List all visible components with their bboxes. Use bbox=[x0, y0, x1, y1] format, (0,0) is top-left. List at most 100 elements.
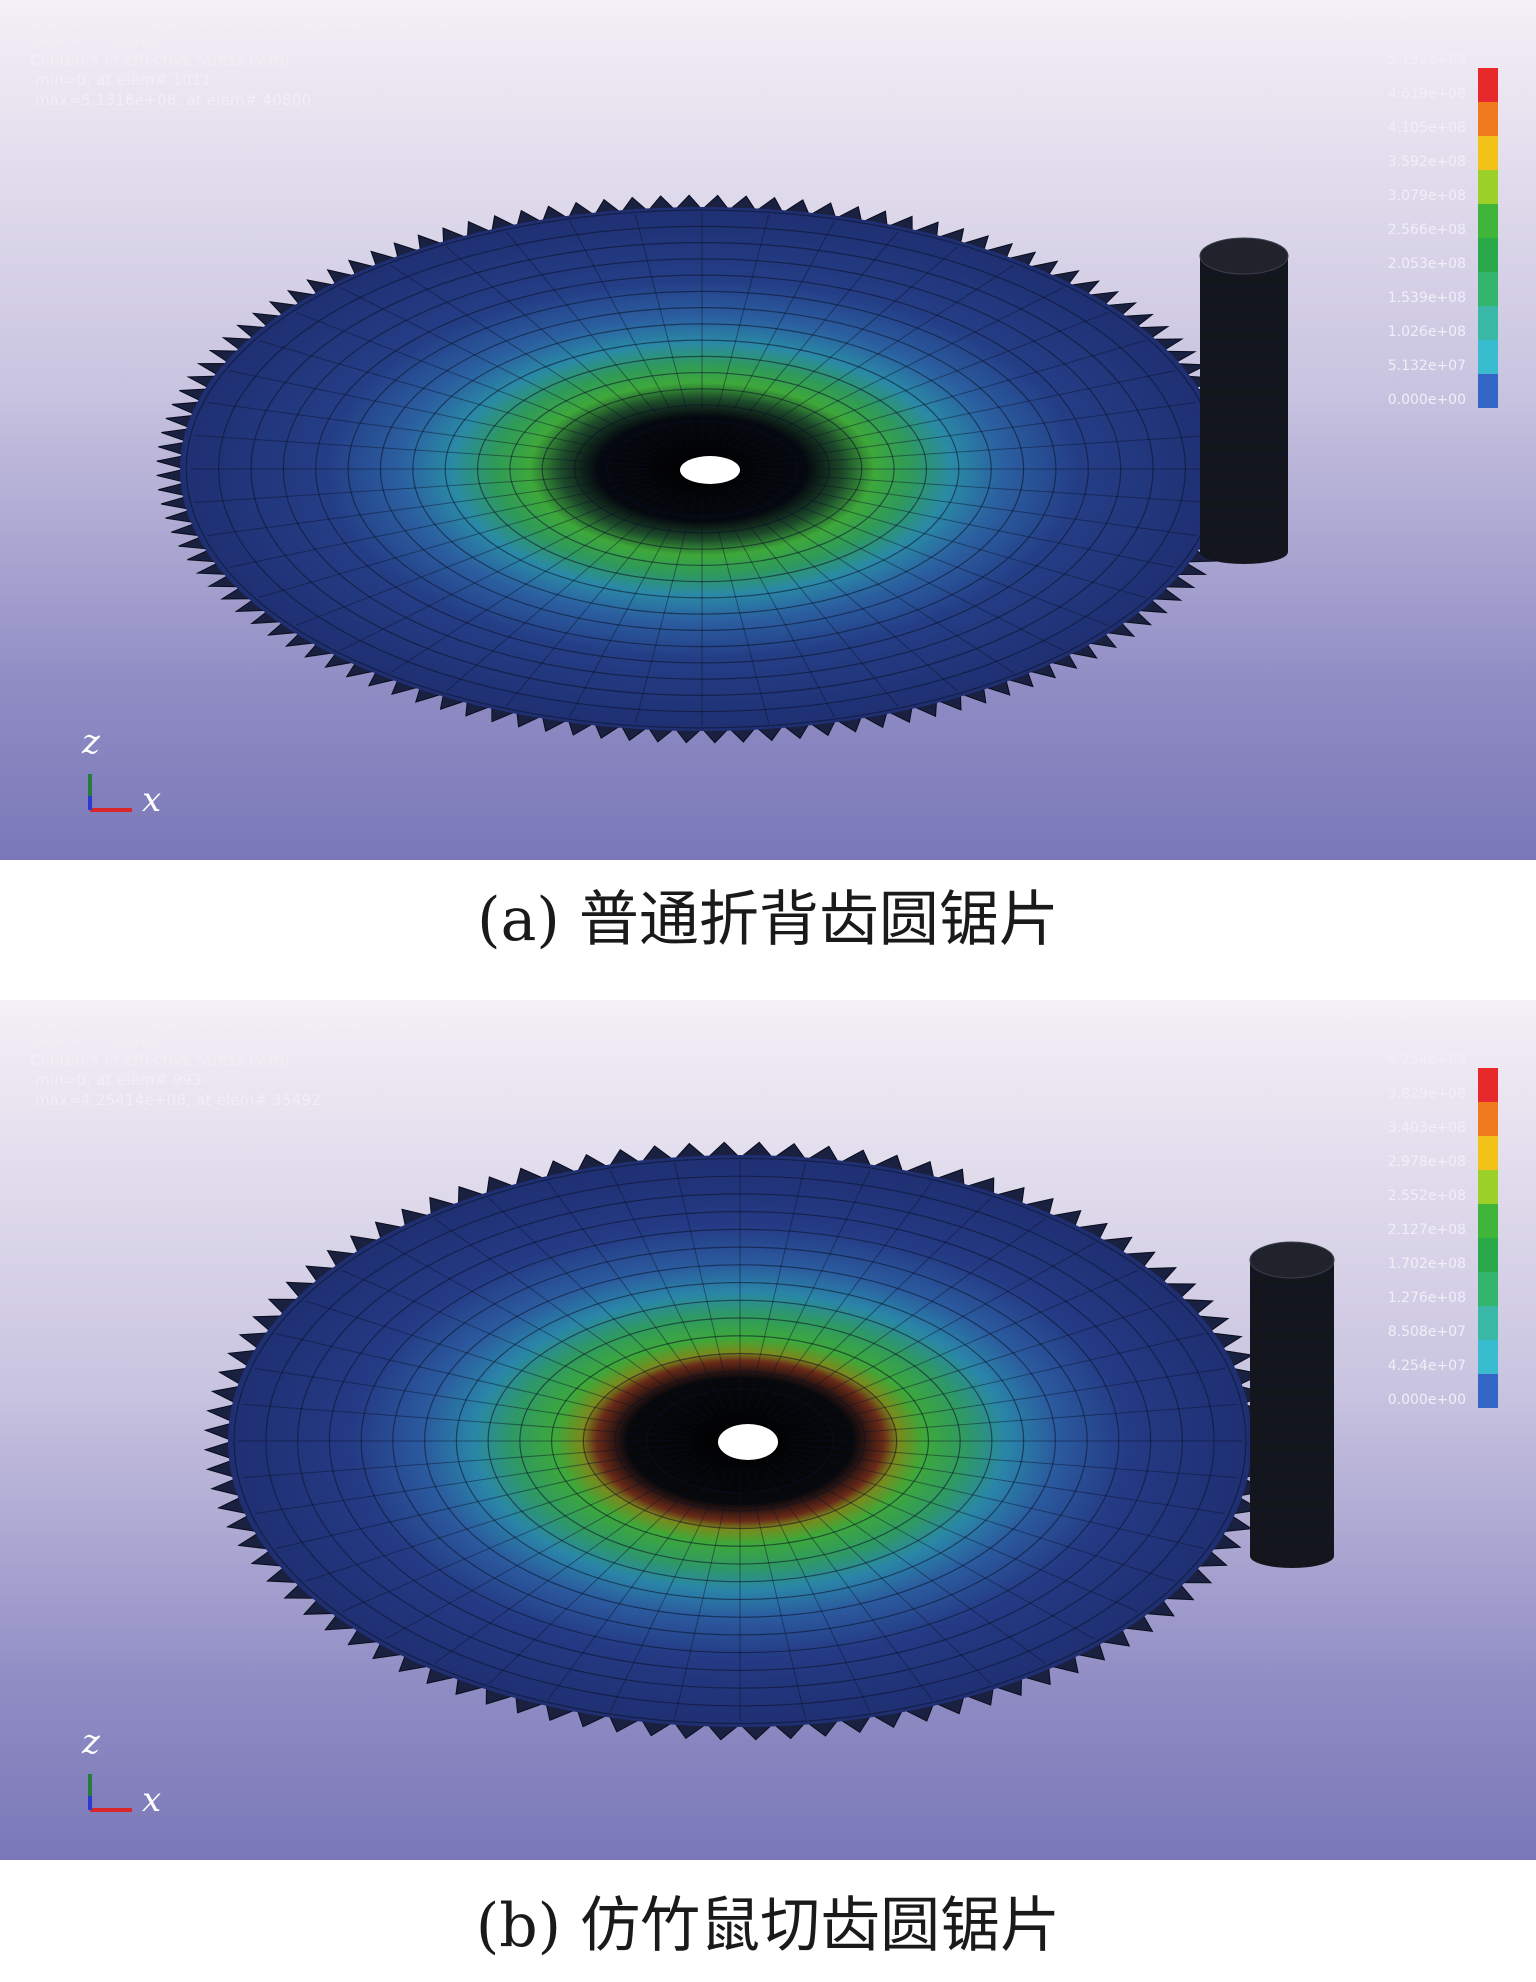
mesh-radial bbox=[752, 1468, 871, 1712]
mesh-radial bbox=[242, 1403, 690, 1438]
legend-swatch bbox=[1478, 1102, 1498, 1136]
mesh-radial bbox=[305, 1454, 696, 1582]
legend-label: 2.566e+08 bbox=[1387, 222, 1466, 238]
mesh-radial bbox=[752, 475, 1197, 536]
mesh-ring bbox=[379, 307, 1025, 631]
legend-colorbar-a bbox=[1478, 68, 1498, 408]
mesh-radial bbox=[721, 492, 899, 707]
legend-swatch bbox=[1478, 68, 1498, 102]
mesh-ring bbox=[233, 1157, 1247, 1725]
legend-label: 2.053e+08 bbox=[1387, 256, 1466, 272]
legend-swatch bbox=[1478, 170, 1498, 204]
mesh-ring bbox=[360, 1228, 1120, 1654]
mesh-radial bbox=[634, 494, 696, 724]
mesh-radial bbox=[258, 340, 657, 457]
mesh-ring bbox=[444, 339, 960, 599]
axis-x-label-a: x bbox=[142, 780, 162, 820]
mesh-ring bbox=[250, 242, 1154, 696]
legend-swatch bbox=[1478, 1136, 1498, 1170]
mesh-radial bbox=[390, 489, 671, 674]
mesh-radial bbox=[255, 1367, 691, 1435]
mesh-ring bbox=[574, 404, 830, 534]
mesh-ring bbox=[606, 420, 798, 518]
mesh-radials-b bbox=[238, 1160, 1242, 1722]
mesh-radial bbox=[569, 220, 689, 444]
mesh-radial bbox=[229, 478, 654, 568]
legend-label: 4.254e+07 bbox=[1387, 1358, 1466, 1374]
mesh-ring bbox=[424, 1264, 1056, 1618]
mesh-radial bbox=[765, 1197, 992, 1417]
legend-swatch bbox=[1478, 136, 1498, 170]
mesh-radial bbox=[547, 1467, 721, 1701]
legend-label: 4.105e+08 bbox=[1387, 120, 1466, 136]
mesh-radial bbox=[759, 1467, 933, 1701]
mesh-rings-b bbox=[233, 1157, 1247, 1725]
mesh-radial bbox=[276, 1333, 693, 1431]
mesh-radial bbox=[790, 1444, 1238, 1479]
mesh-radial bbox=[674, 1163, 734, 1413]
mesh-ring bbox=[614, 1370, 866, 1512]
mesh-radial bbox=[609, 1170, 728, 1414]
legend-label: 2.552e+08 bbox=[1387, 1188, 1466, 1204]
mesh-radial bbox=[775, 1242, 1096, 1422]
legend-swatch bbox=[1478, 1204, 1498, 1238]
mesh-radial bbox=[207, 402, 652, 463]
mesh-ring bbox=[412, 323, 992, 615]
sim-header-a: LS-DYNA keyword deck by LS-PrePost Time … bbox=[30, 6, 462, 110]
sim-header-b: LS-DYNA keyword deck by LS-PrePost Time … bbox=[30, 1006, 462, 1110]
mesh-radial bbox=[746, 1469, 806, 1719]
mesh-radial bbox=[787, 1333, 1204, 1431]
mesh-radial bbox=[634, 214, 696, 444]
figure-caption-a: (a) 普通折背齿圆锯片 bbox=[477, 885, 1059, 955]
sim-max-a: max=5.1316e+08, at elem# 40800 bbox=[30, 91, 312, 109]
mesh-radial bbox=[384, 1460, 705, 1640]
legend-swatch bbox=[1478, 204, 1498, 238]
sim-min-b: min=0, at elem# 993 bbox=[30, 1071, 202, 1089]
mesh-radial bbox=[255, 1447, 691, 1515]
legend-swatch bbox=[1478, 238, 1498, 272]
axis-triad-a bbox=[88, 774, 132, 812]
sim-min-a: min=0, at elem# 1011 bbox=[30, 71, 212, 89]
mesh-radial bbox=[753, 434, 1210, 467]
mesh-radial bbox=[207, 475, 652, 536]
saw-blade-scene bbox=[156, 194, 1289, 744]
legend-title-a: Effective Stress (v-m) bbox=[1333, 20, 1484, 36]
legend-swatch bbox=[1478, 272, 1498, 306]
legend-swatch bbox=[1478, 1238, 1498, 1272]
mesh-radial bbox=[784, 1454, 1175, 1582]
mesh-radial bbox=[765, 1465, 992, 1685]
mesh-ring bbox=[541, 388, 863, 550]
mesh-radial bbox=[743, 484, 1109, 626]
mesh-radial bbox=[194, 471, 651, 504]
mesh-radial bbox=[780, 1269, 1139, 1425]
mesh-radial bbox=[708, 494, 770, 724]
mesh-radial bbox=[547, 1181, 721, 1415]
legend-swatch bbox=[1478, 1374, 1498, 1408]
legend-label: 1.539e+08 bbox=[1387, 290, 1466, 306]
workpiece-cylinder-b bbox=[1249, 1241, 1335, 1568]
mesh-ring bbox=[519, 1317, 961, 1565]
mesh-radial bbox=[770, 1463, 1046, 1664]
mesh-radial bbox=[738, 286, 1064, 451]
mesh-radial bbox=[733, 264, 1014, 449]
mesh-radial bbox=[727, 491, 959, 692]
mesh-radial bbox=[229, 370, 654, 460]
mesh-radial bbox=[341, 1269, 700, 1425]
mesh-radial bbox=[340, 286, 666, 451]
sim-contours-a: Contours of Effective Stress (v-m) bbox=[30, 51, 291, 69]
legend-swatch bbox=[1478, 306, 1498, 340]
mesh-radial bbox=[727, 246, 959, 447]
mesh-radial bbox=[445, 491, 677, 692]
mesh-ring bbox=[646, 1388, 834, 1494]
mesh-ring bbox=[297, 1193, 1183, 1689]
mesh-radial bbox=[770, 1218, 1046, 1419]
axis-z-label-b: z bbox=[82, 1722, 100, 1762]
mesh-radial bbox=[787, 1451, 1204, 1549]
mesh-radial bbox=[674, 1469, 734, 1719]
legend-label: 8.508e+07 bbox=[1387, 1324, 1466, 1340]
legend-swatch bbox=[1478, 1340, 1498, 1374]
mesh-ring bbox=[282, 258, 1122, 680]
legend-label: 5.132e+07 bbox=[1387, 358, 1466, 374]
saw-blade-scene bbox=[203, 1141, 1335, 1741]
legend-label: 5.132e+08 bbox=[1387, 52, 1466, 68]
